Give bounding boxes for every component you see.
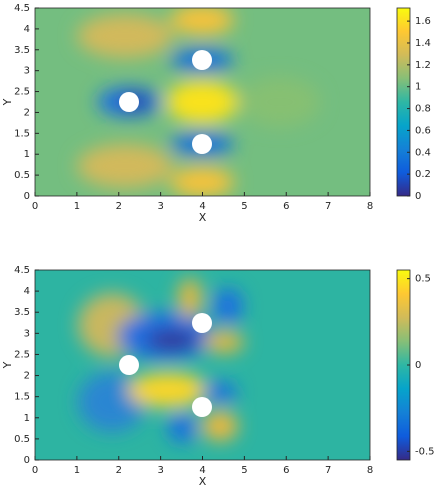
colorbar-tick-label: 0.5 [415, 274, 431, 285]
y-tick-label: 3.5 [14, 307, 30, 318]
y-tick-label: 2 [24, 371, 30, 382]
colorbar-tick-label: -0.5 [415, 446, 435, 457]
colorbar-tick-label: 0 [415, 360, 421, 371]
colorbar-tick-label: 0.4 [415, 147, 431, 158]
y-tick-label: 2 [24, 107, 30, 118]
x-tick-label: 4 [199, 201, 205, 212]
y-axis-label: Y [1, 361, 14, 369]
y-tick-label: 2.5 [14, 349, 30, 360]
y-tick-label: 1.5 [14, 128, 30, 139]
y-axis-label: Y [1, 98, 14, 106]
y-tick-label: 0.5 [14, 434, 30, 445]
x-tick-label: 6 [283, 201, 289, 212]
y-tick-label: 0.5 [14, 170, 30, 181]
x-axis-label: X [199, 211, 207, 224]
colorbar-tick-label: 0.8 [415, 104, 431, 115]
colorbar-tick-label: 1.6 [415, 16, 431, 27]
x-tick-label: 7 [325, 465, 331, 476]
x-tick-label: 3 [157, 465, 163, 476]
y-tick-label: 4 [24, 286, 30, 297]
y-tick-label: 4.5 [14, 3, 30, 14]
x-tick-label: 2 [116, 201, 122, 212]
x-tick-label: 1 [74, 201, 80, 212]
x-tick-label: 2 [116, 465, 122, 476]
y-tick-label: 3.5 [14, 45, 30, 56]
y-tick-label: 1 [24, 149, 30, 160]
y-tick-label: 0 [24, 455, 30, 466]
y-tick-label: 2.5 [14, 87, 30, 98]
x-tick-label: 7 [325, 201, 331, 212]
x-tick-label: 8 [367, 465, 373, 476]
x-tick-label: 8 [367, 201, 373, 212]
field [35, 8, 370, 196]
y-tick-label: 3 [24, 66, 30, 77]
y-tick-label: 4.5 [14, 265, 30, 276]
x-tick-label: 6 [283, 465, 289, 476]
field [35, 270, 370, 460]
x-tick-label: 3 [157, 201, 163, 212]
x-tick-label: 4 [199, 465, 205, 476]
x-tick-label: 1 [74, 465, 80, 476]
y-tick-label: 0 [24, 191, 30, 202]
colorbar-tick-label: 0 [415, 191, 421, 202]
colorbar-tick-label: 0.6 [415, 125, 431, 136]
y-tick-label: 4 [24, 24, 30, 35]
colorbar-tick-label: 1 [415, 82, 421, 93]
y-tick-label: 1 [24, 413, 30, 424]
colorbar-tick-label: 1.4 [415, 38, 431, 49]
colorbar-tick-label: 0.2 [415, 169, 431, 180]
x-tick-label: 5 [241, 465, 247, 476]
colorbar-tick-label: 1.2 [415, 60, 431, 71]
x-tick-label: 0 [32, 465, 38, 476]
y-tick-label: 3 [24, 328, 30, 339]
colorbar [396, 7, 411, 197]
x-tick-label: 0 [32, 201, 38, 212]
y-tick-label: 1.5 [14, 392, 30, 403]
x-axis-label: X [199, 475, 207, 488]
x-tick-label: 5 [241, 201, 247, 212]
